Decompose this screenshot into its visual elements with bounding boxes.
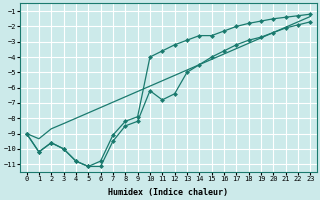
X-axis label: Humidex (Indice chaleur): Humidex (Indice chaleur) [108, 188, 228, 197]
